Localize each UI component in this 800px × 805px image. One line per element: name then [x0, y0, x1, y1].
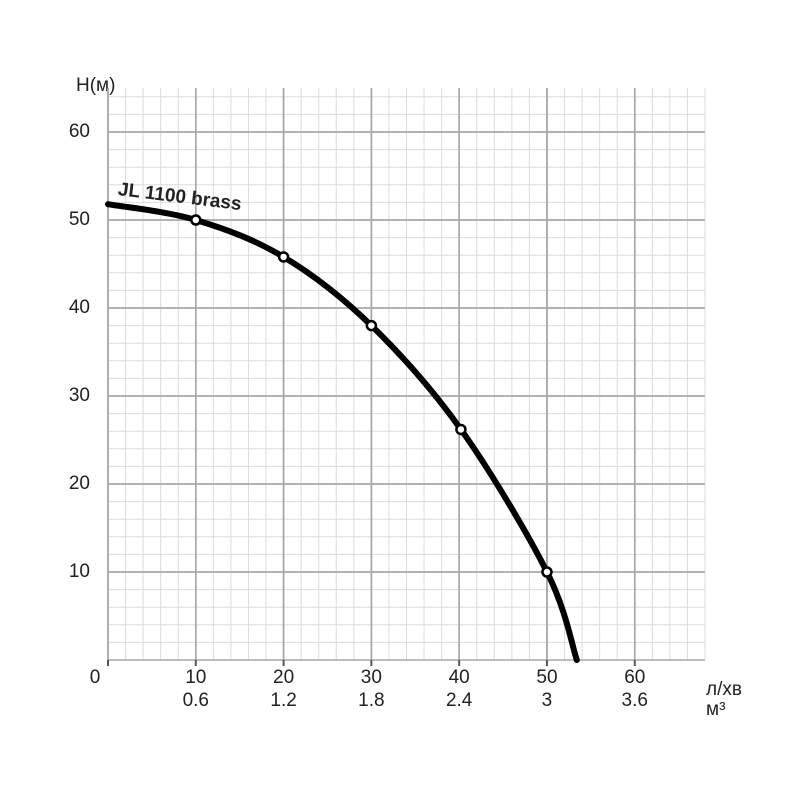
x2-tick-label: 0.6: [183, 690, 209, 711]
x-tick-label: 40: [449, 667, 470, 688]
y-tick-label: 10: [69, 561, 90, 582]
minor-grid: [107, 88, 706, 661]
y-tick-label: 40: [69, 297, 90, 318]
data-point: [455, 423, 467, 436]
x2-tick-label: 2.4: [446, 690, 473, 711]
x-tick-label: 10: [185, 667, 206, 688]
y-axis-label: H(м): [76, 75, 115, 96]
x-tick-label: 30: [361, 667, 382, 688]
x-tick-label: 60: [624, 667, 645, 688]
x2-axis-label: м³: [706, 699, 725, 720]
x2-tick-label: 3.6: [622, 690, 648, 711]
x-tick-label: 0: [90, 667, 101, 688]
data-point: [365, 319, 378, 332]
data-point: [190, 214, 202, 226]
y-tick-label: 30: [69, 385, 90, 406]
x-tick-label: 20: [273, 667, 294, 688]
x2-tick-label: 1.2: [270, 690, 296, 711]
y-tick-label: 20: [69, 473, 90, 494]
data-point: [277, 251, 290, 263]
y-tick-label: 50: [69, 209, 90, 230]
x2-tick-label: 3: [542, 690, 553, 711]
y-tick-label: 60: [69, 121, 90, 142]
x-tick-label: 50: [536, 667, 557, 688]
x2-tick-label: 1.8: [358, 690, 384, 711]
x-axis-label: л/хв: [706, 679, 742, 700]
data-point: [541, 566, 553, 578]
